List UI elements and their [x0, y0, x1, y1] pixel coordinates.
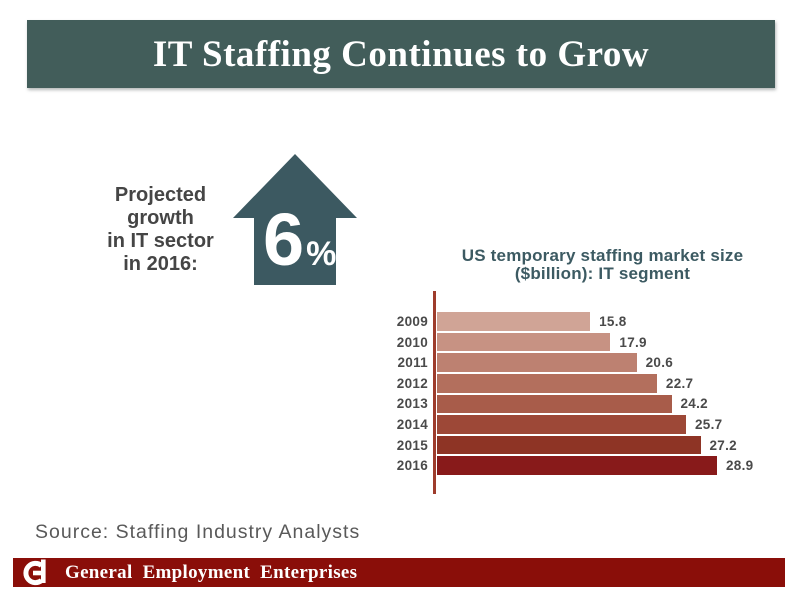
bar	[437, 456, 717, 475]
bar-row: 2010 17.9	[385, 332, 647, 352]
company-name: General Employment Enterprises	[65, 561, 358, 583]
year-label: 2012	[396, 375, 428, 391]
growth-callout-label: Projected growth in IT sector in 2016:	[88, 184, 233, 276]
bar	[437, 374, 657, 393]
growth-percentage: 6 %	[263, 203, 336, 277]
growth-label-line: in IT sector	[107, 230, 214, 252]
growth-label-line: Projected	[114, 184, 207, 206]
chart-title: US temporary staffing market size ($bill…	[430, 247, 775, 283]
year-label: 2015	[396, 437, 428, 453]
bar-row: 2011 20.6	[385, 353, 673, 372]
chart-title-line: US temporary staffing market size	[461, 246, 744, 265]
slide-title: IT Staffing Continues to Grow	[152, 33, 650, 75]
slide-title-banner: IT Staffing Continues to Grow	[27, 20, 775, 88]
value-label: 15.8	[599, 314, 627, 329]
growth-value: 6	[263, 198, 305, 281]
value-label: 17.9	[619, 334, 647, 350]
bar	[437, 312, 591, 331]
year-label: 2009	[396, 314, 428, 329]
bar	[437, 435, 701, 455]
bar-row: 2014 25.7	[385, 415, 722, 434]
year-label: 2010	[396, 334, 428, 350]
year-label: 2013	[396, 396, 428, 412]
year-label: 2016	[396, 458, 428, 474]
value-label: 20.6	[645, 355, 674, 371]
bar	[437, 332, 611, 352]
company-logo-icon	[23, 559, 46, 585]
value-label: 24.2	[680, 396, 708, 412]
up-arrow-icon	[233, 154, 357, 285]
bar	[437, 353, 637, 372]
bar-row: 2012 22.7	[385, 374, 693, 393]
bar	[437, 415, 686, 434]
chart-y-axis	[433, 291, 436, 494]
bar-row: 2013 24.2	[385, 394, 708, 414]
source-note: Source: Staffing Industry Analysts	[35, 521, 361, 543]
value-label: 22.7	[665, 375, 694, 391]
footer-bar: General Employment Enterprises	[13, 558, 785, 587]
value-label: 25.7	[695, 417, 723, 432]
growth-label-line: growth	[127, 207, 194, 229]
bar-row: 2009 15.8	[385, 312, 627, 331]
bar-row: 2015 27.2	[385, 435, 737, 455]
bar-row: 2016 28.9	[385, 456, 753, 475]
year-label: 2014	[396, 417, 428, 432]
up-arrow-shape	[233, 154, 357, 285]
growth-label-line: in 2016:	[123, 253, 198, 275]
value-label: 28.9	[726, 458, 754, 474]
value-label: 27.2	[709, 437, 737, 453]
year-label: 2011	[397, 355, 428, 371]
bar	[437, 394, 672, 414]
chart-title-line: ($billion): IT segment	[514, 264, 691, 283]
percent-sign: %	[306, 235, 337, 273]
